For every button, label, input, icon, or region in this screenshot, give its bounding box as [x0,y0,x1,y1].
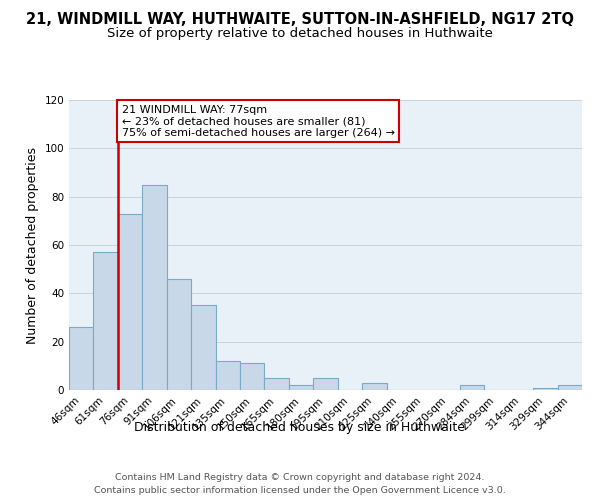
Bar [240,364,265,390]
Bar [69,327,94,390]
Bar [362,383,386,390]
Text: 21, WINDMILL WAY, HUTHWAITE, SUTTON-IN-ASHFIELD, NG17 2TQ: 21, WINDMILL WAY, HUTHWAITE, SUTTON-IN-A… [26,12,574,28]
Text: Distribution of detached houses by size in Huthwaite: Distribution of detached houses by size … [134,421,466,434]
Bar [215,361,240,390]
Bar [142,184,167,390]
Bar [191,306,215,390]
Bar [289,385,313,390]
Text: Contains HM Land Registry data © Crown copyright and database right 2024.: Contains HM Land Registry data © Crown c… [115,474,485,482]
Bar [167,279,191,390]
Y-axis label: Number of detached properties: Number of detached properties [26,146,39,344]
Bar [94,252,118,390]
Bar [265,378,289,390]
Text: 21 WINDMILL WAY: 77sqm
← 23% of detached houses are smaller (81)
75% of semi-det: 21 WINDMILL WAY: 77sqm ← 23% of detached… [122,105,395,138]
Text: Contains public sector information licensed under the Open Government Licence v3: Contains public sector information licen… [94,486,506,495]
Bar [533,388,557,390]
Text: Size of property relative to detached houses in Huthwaite: Size of property relative to detached ho… [107,28,493,40]
Bar [313,378,338,390]
Bar [557,385,582,390]
Bar [118,214,142,390]
Bar [460,385,484,390]
